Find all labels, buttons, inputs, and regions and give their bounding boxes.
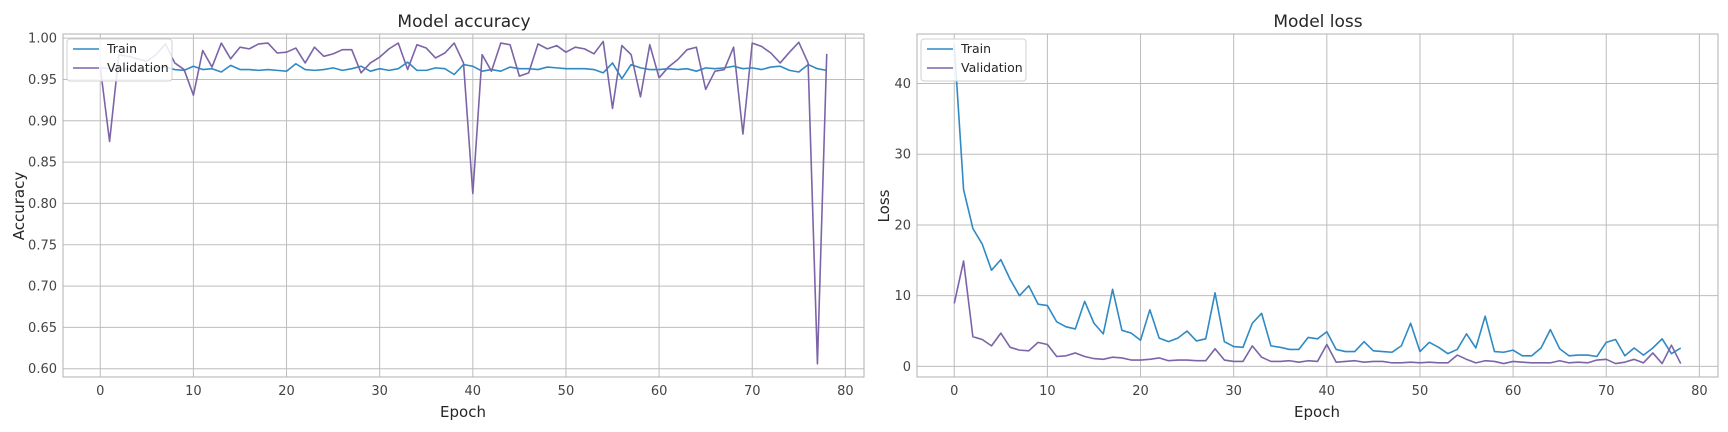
- loss-y-tick-label: 40: [894, 77, 911, 92]
- loss-legend: Train Validation: [920, 38, 1027, 82]
- accuracy-y-axis-label: Accuracy: [10, 172, 28, 241]
- loss-x-tick-label: 40: [1319, 384, 1336, 399]
- loss-panel: Model loss 0 10 20 30 40 50 60 70 80 0 10 20 30 40 E…: [875, 12, 1719, 421]
- accuracy-y-tick-label: 0.75: [28, 238, 57, 253]
- accuracy-y-tick-label: 0.80: [28, 197, 57, 212]
- accuracy-x-tick-label: 10: [185, 384, 202, 399]
- accuracy-series-lines: [99, 40, 828, 365]
- accuracy-y-tick-label: 0.95: [28, 73, 57, 88]
- accuracy-gridlines: [63, 34, 864, 377]
- loss-train-line: [953, 44, 1682, 358]
- loss-x-tick-label: 50: [1412, 384, 1429, 399]
- accuracy-chart-title: Model accuracy: [397, 12, 530, 32]
- loss-x-tick-label: 10: [1039, 384, 1056, 399]
- loss-x-tick-label: 80: [1691, 384, 1708, 399]
- loss-y-tick-label: 0: [903, 360, 911, 375]
- loss-plot-frame: [916, 33, 1719, 378]
- accuracy-plot-area: [63, 34, 864, 377]
- accuracy-x-tick-labels: 0 10 20 30 40 50 60 70 80: [96, 384, 854, 399]
- loss-gridlines: [917, 34, 1718, 377]
- loss-y-tick-label: 30: [894, 148, 911, 163]
- accuracy-validation-line: [99, 40, 828, 365]
- accuracy-x-tick-label: 40: [465, 384, 482, 399]
- accuracy-y-tick-label: 0.90: [28, 114, 57, 129]
- loss-series-lines: [953, 44, 1682, 365]
- accuracy-legend-validation-label: Validation: [107, 60, 169, 75]
- accuracy-y-tick-label: 0.65: [28, 321, 57, 336]
- accuracy-x-tick-label: 20: [278, 384, 295, 399]
- loss-legend-train-label: Train: [960, 41, 991, 56]
- loss-y-tick-label: 10: [894, 289, 911, 304]
- loss-x-tick-label: 20: [1132, 384, 1149, 399]
- loss-x-tick-label: 30: [1225, 384, 1242, 399]
- accuracy-plot-frame: [62, 33, 865, 378]
- accuracy-x-axis-label: Epoch: [440, 403, 486, 421]
- accuracy-y-tick-label: 0.70: [28, 280, 57, 295]
- accuracy-x-tick-label: 70: [744, 384, 761, 399]
- loss-x-tick-labels: 0 10 20 30 40 50 60 70 80: [950, 384, 1708, 399]
- loss-validation-line: [953, 260, 1682, 365]
- loss-x-tick-label: 60: [1505, 384, 1522, 399]
- accuracy-y-tick-label: 0.60: [28, 362, 57, 377]
- accuracy-x-tick-label: 30: [371, 384, 388, 399]
- accuracy-x-tick-label: 50: [558, 384, 575, 399]
- accuracy-x-tick-label: 60: [651, 384, 668, 399]
- accuracy-y-tick-label: 0.85: [28, 156, 57, 171]
- loss-y-tick-labels: 0 10 20 30 40: [894, 77, 911, 375]
- loss-legend-validation-label: Validation: [961, 60, 1023, 75]
- accuracy-legend-train-label: Train: [106, 41, 137, 56]
- accuracy-panel: Model accuracy 0 10 20 30 40 50 60 70 80 0.600.6…: [10, 12, 865, 421]
- loss-x-tick-label: 0: [950, 384, 958, 399]
- accuracy-y-tick-labels: 0.60 0.65 0.70 0.75 0.80 0.85 0.90 0.95 1.00: [28, 32, 57, 378]
- loss-x-axis-label: Epoch: [1294, 403, 1340, 421]
- loss-x-tick-label: 70: [1598, 384, 1615, 399]
- accuracy-x-tick-label: 0: [96, 384, 104, 399]
- loss-plot-area: [917, 34, 1718, 377]
- accuracy-legend: Train Validation: [66, 38, 173, 82]
- accuracy-x-tick-label: 80: [837, 384, 854, 399]
- loss-chart-title: Model loss: [1273, 12, 1362, 32]
- accuracy-y-tick-label: 1.00: [28, 32, 57, 47]
- loss-y-tick-label: 20: [894, 218, 911, 233]
- loss-y-axis-label: Loss: [875, 189, 893, 222]
